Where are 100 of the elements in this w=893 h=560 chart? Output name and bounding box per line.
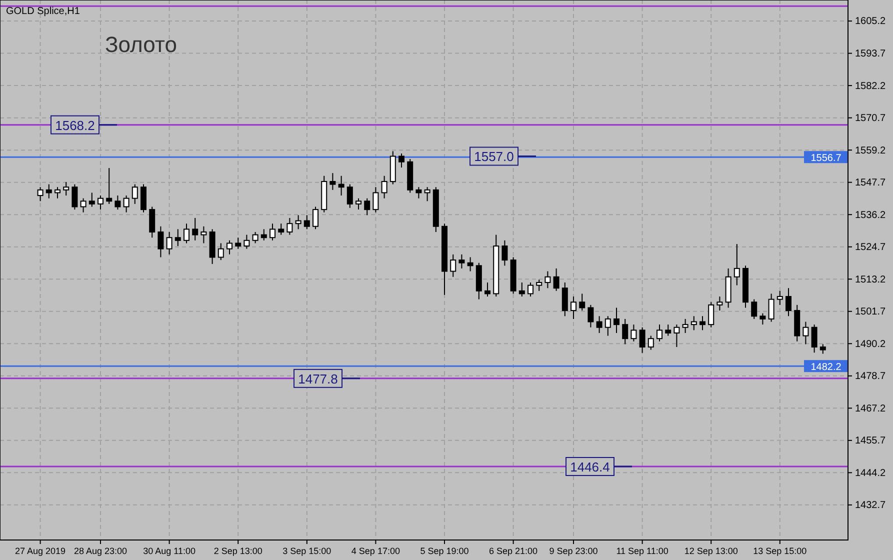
y-tick-label: 1490.2 [855,338,886,350]
candlestick [166,231,172,255]
ref-line-label: 1482.2 [810,362,842,374]
candlestick [536,279,542,292]
candlestick [786,288,792,317]
x-tick-label: 2 Sep 13:00 [214,546,262,556]
candlestick [330,172,336,190]
candlestick [80,198,86,213]
candlestick [37,186,44,202]
candlestick [158,226,164,258]
x-tick-label: 11 Sep 11:00 [616,546,668,556]
annotation: 1557.0 [474,149,514,164]
candlestick [458,254,465,269]
candlestick [270,223,276,241]
ref-line-label: 1556.7 [810,153,842,164]
candlestick [252,231,258,244]
candlestick [46,184,52,199]
candlestick [54,186,60,199]
x-tick-label: 6 Sep 21:00 [489,546,538,556]
candlestick [760,312,766,326]
candlestick [338,175,344,196]
candlestick [596,316,602,334]
candlestick [88,192,95,208]
candlestick [304,214,310,230]
candlestick [690,316,697,331]
x-tick-label: 12 Sep 13:00 [684,546,738,556]
x-tick-label: 30 Aug 11:00 [143,546,196,556]
y-tick-label: 1478.7 [855,371,886,382]
candlestick [562,282,568,317]
candlestick [518,282,525,298]
candlestick [416,186,422,199]
x-tick-label: 27 Aug 2019 [15,546,66,556]
candlestick [140,184,146,213]
text: Золото [105,32,177,57]
candlestick [614,307,620,334]
candlestick [553,268,560,292]
candlestick [708,302,714,328]
candlestick [398,152,404,168]
candlestick [630,324,637,342]
candlestick [665,324,672,336]
candlestick [278,223,284,236]
candlestick [528,282,534,298]
candlestick [372,186,379,213]
candlestick [776,290,783,306]
y-tick-label: 1455.7 [855,436,886,447]
candlestick [588,304,594,328]
candlestick [72,184,78,210]
y-tick-label: 1559.2 [855,145,886,156]
y-tick-label: 1444.2 [855,468,886,479]
candlestick [674,324,680,348]
x-tick-label: 9 Sep 23:00 [549,546,598,556]
candlestick [768,293,774,322]
candlestick [502,240,508,266]
candlestick [364,198,370,216]
y-tick-label: 1536.2 [855,210,886,221]
candlestick [700,316,706,331]
candlestick [260,228,267,241]
candlestick [174,228,181,247]
candlestick [184,223,190,244]
y-tick-label: 1582.2 [855,80,886,92]
candlestick [544,270,551,289]
y-tick-label: 1570.7 [855,113,886,124]
candlestick [604,316,611,336]
ref-line-label: 1446.4 [570,460,610,475]
candlestick [63,182,70,196]
candlestick [424,186,430,202]
candlestick [648,335,654,350]
candlestick [218,242,224,261]
y-tick-label: 1605.2 [855,16,886,28]
candlestick [312,206,318,230]
candlestick [811,324,818,354]
candlestick [639,326,646,354]
x-tick-label: 13 Sep 15:00 [753,546,807,556]
candlestick [235,237,242,250]
y-tick-label: 1501.7 [855,306,886,318]
candlestick [149,206,156,238]
text: GOLD Splice,H1 [6,6,80,17]
y-tick-label: 1547.7 [855,178,886,189]
y-tick-label: 1593.7 [855,48,886,60]
candlestick [751,298,758,320]
candlestick [192,217,198,241]
candlestick [484,282,490,298]
y-tick-label: 1467.2 [855,403,886,414]
candlestick [106,168,112,204]
candlestick [467,256,474,272]
candlestick [200,226,207,244]
candlestick [734,244,740,286]
candlestick [114,195,121,210]
candlestick [716,296,723,312]
candlestick [802,321,809,345]
candlestick [682,318,688,334]
candlestick [286,217,293,236]
candlestick [346,184,353,208]
candlestick [244,234,250,250]
candlestick [570,296,576,320]
y-tick-label: 1524.7 [855,242,886,254]
candlestick [226,240,232,255]
candlestick [656,324,662,342]
candlestick [622,318,628,345]
candlestick [98,195,104,210]
